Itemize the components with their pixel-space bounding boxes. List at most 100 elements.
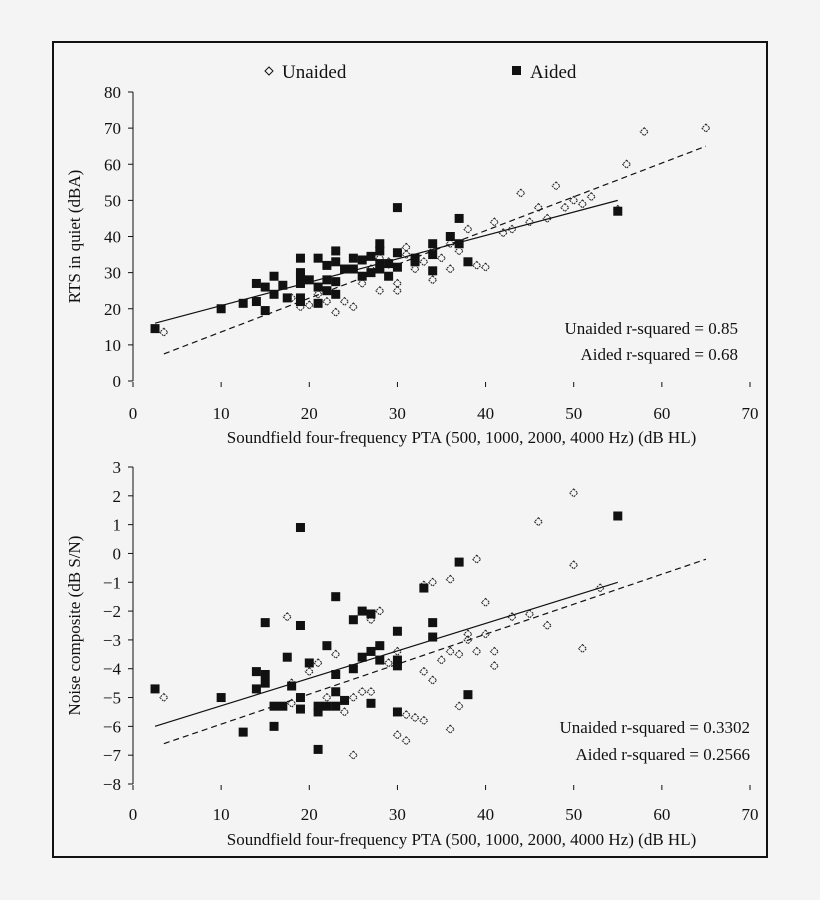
unaided-point <box>159 692 169 703</box>
aided-point <box>295 253 305 263</box>
unaided-point <box>339 296 350 307</box>
aided-point <box>463 690 473 700</box>
unaided-point <box>348 750 359 760</box>
aided-point <box>366 646 376 656</box>
aided-point <box>366 251 376 261</box>
unaided-point <box>551 181 561 191</box>
y-tick-label: 3 <box>113 458 122 477</box>
unaided-point <box>489 646 500 657</box>
x-tick-label: 20 <box>301 805 318 824</box>
aided-point <box>287 681 297 691</box>
unaided-point <box>480 629 491 639</box>
legend-aided-marker <box>512 66 521 75</box>
aided-point <box>322 641 332 651</box>
r-squared-annotation: Aided r-squared = 0.68 <box>581 345 738 364</box>
unaided-point <box>445 646 456 657</box>
y-tick-label: −8 <box>103 775 121 794</box>
y-tick-label: 1 <box>113 516 122 535</box>
unaided-point <box>701 123 711 133</box>
y-tick-label: 0 <box>113 372 122 391</box>
unaided-point <box>383 658 394 668</box>
unaided-point <box>419 715 429 726</box>
aided-point <box>331 289 341 299</box>
aided-point <box>251 667 261 677</box>
aided-point <box>269 271 279 281</box>
aided-point <box>392 661 402 671</box>
aided-point <box>428 266 438 276</box>
unaided-point <box>542 620 552 631</box>
unaided-point <box>282 612 292 622</box>
unaided-point <box>427 577 438 587</box>
x-tick-label: 0 <box>129 404 138 423</box>
aided-point <box>313 298 323 308</box>
aided-point <box>331 257 341 267</box>
unaided-point <box>313 658 323 668</box>
unaided-point <box>410 713 420 723</box>
unaided-point <box>472 646 482 657</box>
unaided-point <box>401 736 411 746</box>
aided-point <box>238 298 248 308</box>
aided-point <box>454 213 464 223</box>
y-tick-label: 80 <box>104 83 121 102</box>
aided-point <box>357 652 367 662</box>
aided-point <box>295 278 305 288</box>
aided-point <box>260 282 270 292</box>
y-tick-label: −1 <box>103 573 121 592</box>
x-tick-label: 70 <box>742 805 759 824</box>
aided-point <box>313 701 323 711</box>
r-squared-annotation: Unaided r-squared = 0.3302 <box>559 718 750 737</box>
aided-point <box>278 701 288 711</box>
aided-point <box>392 262 402 272</box>
aided-point <box>322 286 332 296</box>
x-tick-label: 50 <box>565 404 582 423</box>
aided-point <box>295 621 305 630</box>
unaided-point <box>621 159 632 169</box>
unaided-point <box>463 635 473 645</box>
aided-point <box>613 206 623 216</box>
aided-point <box>392 655 402 665</box>
x-tick-label: 10 <box>213 805 230 824</box>
aided-point <box>357 255 367 265</box>
aided-point <box>216 693 226 703</box>
unaided-point <box>524 609 535 619</box>
aided-point <box>251 278 261 288</box>
x-axis-label: Soundfield four-frequency PTA (500, 1000… <box>227 830 697 849</box>
unaided-point <box>489 661 500 671</box>
y-tick-label: 70 <box>104 119 121 138</box>
x-tick-label: 70 <box>742 404 759 423</box>
aided-point <box>392 626 402 636</box>
aided-point <box>331 669 341 679</box>
unaided-point <box>322 692 332 703</box>
unaided-fit-line <box>163 145 707 355</box>
x-tick-label: 30 <box>389 805 406 824</box>
aided-point <box>260 669 270 679</box>
aided-point <box>384 271 394 281</box>
aided-point <box>340 264 350 274</box>
aided-point <box>428 632 438 642</box>
aided-point <box>282 293 292 303</box>
unaided-point <box>304 666 314 677</box>
aided-point <box>366 268 376 278</box>
aided-point <box>392 707 402 717</box>
x-tick-label: 40 <box>477 805 494 824</box>
y-tick-label: 10 <box>104 336 121 355</box>
legend-aided-label: Aided <box>530 62 577 83</box>
aided-point <box>331 246 341 256</box>
x-tick-label: 40 <box>477 404 494 423</box>
aided-point <box>419 583 429 593</box>
aided-point <box>392 203 402 213</box>
unaided-point <box>472 260 482 271</box>
unaided-point <box>331 649 341 660</box>
unaided-point <box>569 488 579 498</box>
aided-point <box>348 264 358 274</box>
r-squared-annotation: Aided r-squared = 0.2566 <box>576 745 750 764</box>
x-tick-label: 10 <box>213 404 230 423</box>
aided-point <box>282 652 292 662</box>
y-tick-label: 40 <box>104 228 121 247</box>
aided-point <box>375 641 385 651</box>
unaided-point <box>577 643 588 654</box>
aided-point <box>331 592 341 602</box>
aided-point <box>322 260 332 270</box>
aided-point <box>410 257 420 267</box>
